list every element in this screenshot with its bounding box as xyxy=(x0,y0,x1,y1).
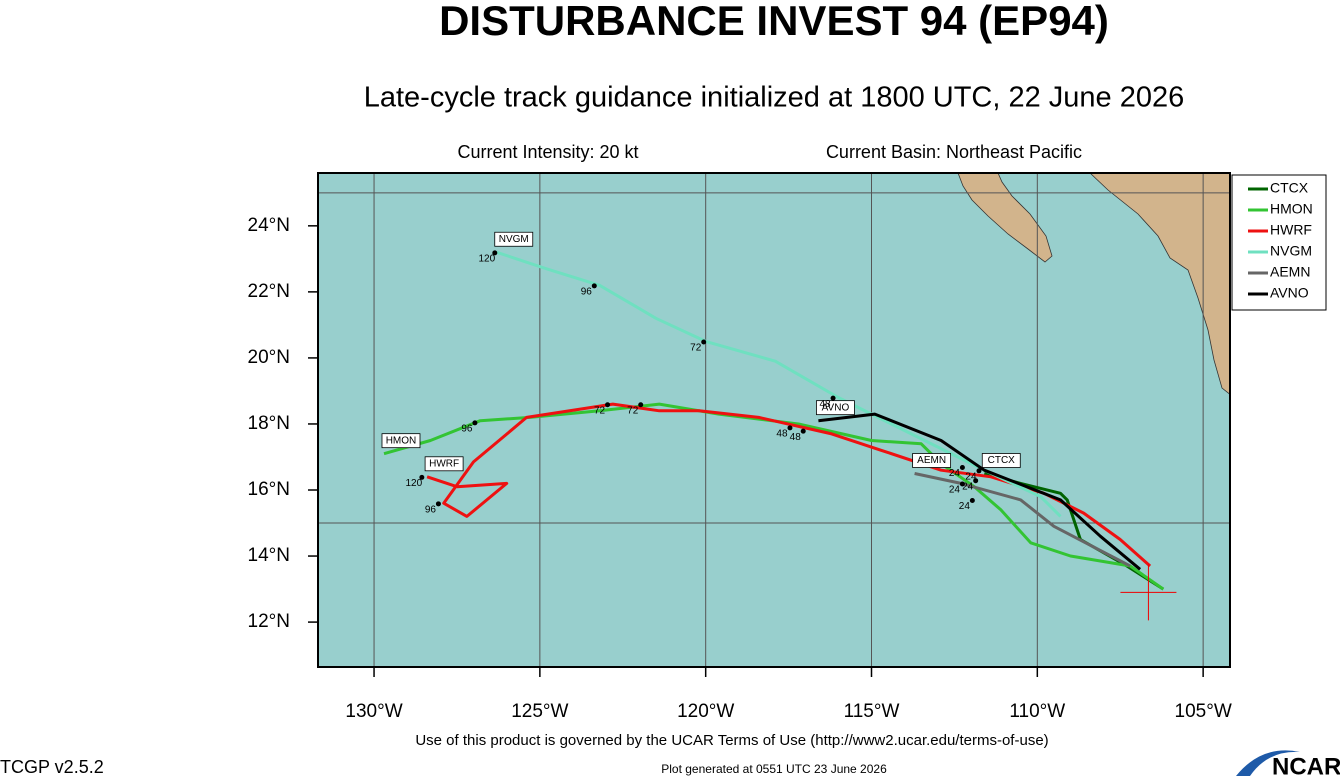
track xyxy=(818,412,1142,571)
x-tick-label: 120°W xyxy=(677,701,734,722)
track-label-text: HWRF xyxy=(429,458,459,469)
forecast-point xyxy=(959,464,965,470)
forecast-hour: 48 xyxy=(820,399,832,410)
y-tick-label: 22°N xyxy=(248,281,290,302)
forecast-hour: 72 xyxy=(594,405,606,416)
track xyxy=(383,402,1165,591)
legend-box xyxy=(1231,174,1327,311)
forecast-hour: 96 xyxy=(461,424,473,435)
track-label-text: HMON xyxy=(386,435,417,446)
x-tick-label: 125°W xyxy=(511,701,568,722)
forecast-point xyxy=(419,474,425,480)
forecast-point xyxy=(800,428,806,434)
forecast-point xyxy=(701,339,707,345)
forecast-hour: 24 xyxy=(959,501,971,512)
x-tick-label: 130°W xyxy=(345,701,402,722)
track-label-box xyxy=(912,453,952,468)
forecast-hour: 96 xyxy=(581,287,593,298)
forecast-point xyxy=(492,250,498,256)
legend-label: NVGM xyxy=(1270,243,1312,259)
tracks: CTCX HMON HWRF NVGM AEMN AVNO 120 96 72 48 96 72 72 4… xyxy=(381,231,1165,591)
y-tick-label: 14°N xyxy=(248,545,290,566)
forecast-point xyxy=(976,468,982,474)
forecast-point xyxy=(605,402,611,408)
version: TCGP v2.5.2 xyxy=(0,757,104,777)
forecast-point xyxy=(472,420,478,426)
track-label-box xyxy=(424,456,464,472)
legend-label: HMON xyxy=(1270,201,1313,217)
subtitle: Late-cycle track guidance initialized at… xyxy=(364,82,1185,114)
forecast-hour: 24 xyxy=(949,468,961,479)
forecast-hour: 120 xyxy=(478,253,495,264)
forecast-hour: 48 xyxy=(790,432,802,443)
legend-label: AEMN xyxy=(1270,264,1310,280)
track-label: CTCX xyxy=(981,453,1021,468)
forecast-point xyxy=(591,283,597,289)
legend-label: HWRF xyxy=(1270,222,1312,238)
title: DISTURBANCE INVEST 94 (EP94) xyxy=(439,0,1109,44)
forecast-hour: 24 xyxy=(965,471,977,482)
forecast-point xyxy=(973,478,979,484)
generated: Plot generated at 0551 UTC 23 June 2026 xyxy=(661,762,887,776)
forecast-point xyxy=(959,481,965,487)
y-tick-label: 24°N xyxy=(248,215,290,236)
logo-swoosh xyxy=(1236,750,1300,776)
forecast-hour: 48 xyxy=(776,429,788,440)
track-label: AEMN xyxy=(912,453,952,468)
track-label-text: AEMN xyxy=(917,455,946,466)
track-label-box xyxy=(381,433,421,449)
intensity: Current Intensity: 20 kt xyxy=(457,142,638,162)
track-label: AVNO xyxy=(816,400,855,416)
forecast-hour: 24 xyxy=(949,485,961,496)
forecast-hour: 120 xyxy=(405,478,422,489)
x-tick-label: 115°W xyxy=(844,701,900,722)
plot-frame xyxy=(317,172,1231,668)
forecast-point xyxy=(969,498,975,504)
forecast-hour: 72 xyxy=(690,343,702,354)
track-label: HWRF xyxy=(424,456,464,472)
forecast-hour: 24 xyxy=(962,481,974,492)
legend-label: AVNO xyxy=(1270,285,1309,301)
track-label-text: CTCX xyxy=(988,455,1016,466)
y-tick-label: 16°N xyxy=(248,479,290,500)
forecast-point xyxy=(787,425,793,431)
track-label-text: NVGM xyxy=(499,234,529,245)
track-label-box xyxy=(816,400,855,416)
track-label: NVGM xyxy=(494,231,534,247)
track-label-box xyxy=(494,231,534,247)
terms: Use of this product is governed by the U… xyxy=(415,732,1048,749)
forecast-hour: 96 xyxy=(425,504,437,515)
track-label-box xyxy=(981,453,1021,468)
track xyxy=(914,472,1131,568)
basin: Current Basin: Northeast Pacific xyxy=(826,142,1082,162)
legend-label: CTCX xyxy=(1270,180,1309,196)
forecast-hour: 72 xyxy=(627,405,639,416)
x-tick-label: 105°W xyxy=(1175,701,1232,722)
track-label: HMON xyxy=(381,433,421,449)
track-label-text: AVNO xyxy=(822,402,850,413)
x-tick-label: 110°W xyxy=(1009,701,1065,722)
land xyxy=(957,173,1230,395)
forecast-point xyxy=(830,395,836,401)
logo: NCAR xyxy=(1272,753,1340,780)
forecast-point xyxy=(435,501,441,507)
grid xyxy=(318,173,1230,667)
forecast-point xyxy=(638,402,644,408)
y-tick-label: 20°N xyxy=(248,347,290,368)
y-tick-label: 12°N xyxy=(248,611,290,632)
y-tick-label: 18°N xyxy=(248,413,290,434)
